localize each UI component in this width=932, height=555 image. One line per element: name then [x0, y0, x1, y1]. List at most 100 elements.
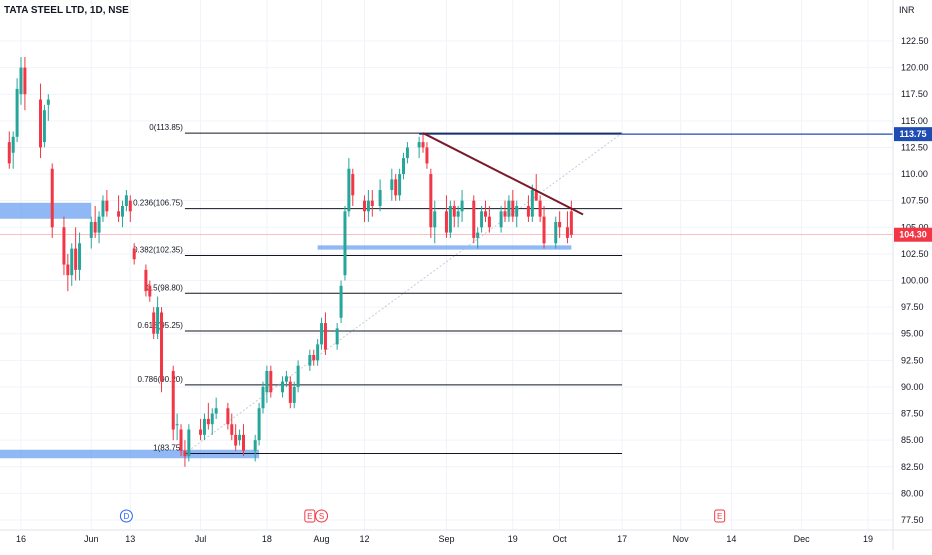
candle-body	[230, 424, 234, 435]
fibonacci-retracement[interactable]: 0(113.85) 0.236(106.75) 0.382(102.35) 0.5(9…	[133, 123, 623, 454]
candle-body	[558, 221, 562, 228]
candle-body	[292, 386, 296, 403]
candle-body	[74, 248, 78, 270]
ray-price-badge: 113.75	[899, 129, 926, 139]
candle-body	[530, 190, 534, 217]
candle-body	[269, 370, 273, 393]
time-tick-label: 19	[863, 534, 873, 544]
candle-body	[503, 211, 507, 217]
candle-body	[46, 99, 50, 105]
candle-body	[15, 88, 19, 137]
candle-body	[390, 179, 394, 191]
candle-body	[569, 211, 573, 235]
candle-body	[316, 344, 320, 361]
price-tick-label: 85.00	[901, 435, 924, 445]
time-tick-label: Nov	[673, 534, 690, 544]
candle-body	[50, 168, 54, 228]
candle-body	[152, 312, 156, 334]
candle-body	[160, 312, 164, 382]
price-tick-label: 100.00	[901, 276, 929, 286]
candle-body	[265, 370, 269, 393]
candle-body	[66, 264, 70, 276]
time-tick-label: 19	[508, 534, 518, 544]
time-tick-label: 13	[125, 534, 135, 544]
event-marker-label: E	[717, 512, 722, 521]
time-tick-label: Oct	[553, 534, 568, 544]
candle-body	[351, 174, 355, 196]
candle-body	[347, 168, 351, 212]
time-tick-label: Aug	[314, 534, 330, 544]
currency-label: INR	[899, 5, 915, 15]
time-tick-label: Jun	[84, 534, 99, 544]
candle-body	[429, 174, 433, 228]
candle-body	[171, 370, 175, 430]
candle-body	[257, 408, 261, 441]
candle-body	[148, 285, 152, 297]
candle-body	[433, 211, 437, 228]
fib-level-label: 1(83.75)	[153, 443, 183, 452]
candle-body	[339, 285, 343, 318]
candle-body	[284, 376, 288, 382]
candle-body	[226, 408, 230, 425]
candle-body	[97, 216, 101, 233]
candle-body	[261, 386, 265, 409]
candle-body	[19, 67, 23, 95]
candle-body	[120, 205, 124, 217]
support-zone	[0, 449, 260, 459]
candle-body	[101, 200, 105, 217]
price-tick-label: 107.50	[901, 196, 929, 206]
candle-body	[323, 323, 327, 350]
price-tick-label: 92.50	[901, 355, 924, 365]
candle-body	[526, 205, 530, 217]
candles-layer	[7, 56, 573, 467]
candle-body	[144, 269, 148, 292]
price-tick-label: 77.50	[901, 515, 924, 525]
candle-body	[320, 323, 324, 345]
candle-body	[402, 158, 406, 175]
candle-body	[39, 99, 43, 148]
fib-level-label: 0.5(98.80)	[146, 283, 183, 292]
fib-level-label: 0(113.85)	[149, 123, 183, 132]
candle-body	[117, 211, 121, 217]
time-tick-label: Sep	[438, 534, 454, 544]
price-tick-label: 87.50	[901, 409, 924, 419]
candle-body	[476, 232, 480, 238]
price-tick-label: 82.50	[901, 462, 924, 472]
candle-body	[417, 142, 421, 148]
event-marker-label: D	[123, 512, 129, 521]
candle-body	[534, 190, 538, 201]
candle-body	[210, 413, 214, 425]
candle-body	[132, 248, 136, 260]
price-tick-label: 122.50	[901, 36, 929, 46]
candle-body	[93, 221, 97, 233]
time-tick-label: 18	[262, 534, 272, 544]
price-tick-label: 97.50	[901, 302, 924, 312]
candle-body	[308, 355, 312, 366]
candle-body	[202, 418, 206, 435]
candle-body	[238, 434, 242, 441]
candle-body	[370, 200, 374, 206]
event-marker-s	[315, 509, 329, 523]
candle-body	[124, 195, 128, 206]
candle-body	[23, 67, 27, 95]
candle-body	[335, 328, 339, 345]
candle-body	[312, 355, 316, 361]
candle-body	[241, 434, 245, 451]
drawings-layer[interactable]	[0, 132, 893, 236]
time-axis: 16 Jun 13 Jul 18 Aug 12 Sep 19 Oct 17 Nov 14 Dec 19D E S…	[0, 509, 932, 544]
candle-body	[483, 211, 487, 217]
candle-body	[78, 243, 82, 270]
symbol-title[interactable]: TATA STEEL LTD, 1D, NSE	[4, 5, 129, 16]
time-tick-label: Jul	[195, 534, 207, 544]
candle-body	[105, 200, 109, 212]
last-price-badge: 104.30	[899, 230, 927, 240]
candle-body	[11, 136, 15, 153]
candle-body	[405, 147, 409, 159]
candle-body	[480, 211, 484, 228]
event-marker-label: S	[319, 512, 324, 521]
candle-body	[472, 200, 476, 238]
candle-body	[452, 205, 456, 217]
candle-body	[42, 110, 46, 143]
